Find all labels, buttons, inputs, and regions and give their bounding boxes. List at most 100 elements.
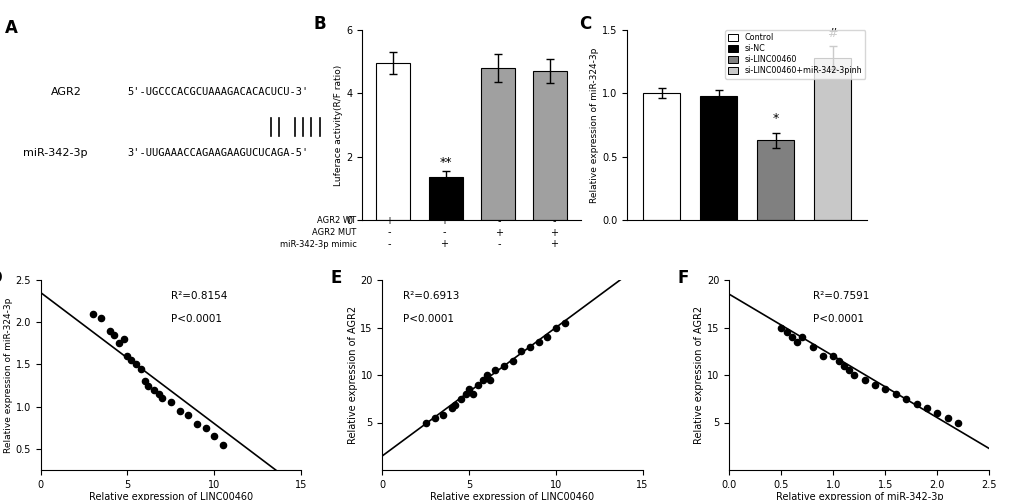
Text: P<0.0001: P<0.0001 bbox=[812, 314, 863, 324]
Text: AGR2 MUT: AGR2 MUT bbox=[312, 228, 357, 237]
Point bbox=[85, 310, 101, 318]
Point bbox=[119, 352, 136, 360]
Point bbox=[772, 324, 789, 332]
Legend: Control, si-NC, si-LINC00460, si-LINC00460+miR-342-3pinh: Control, si-NC, si-LINC00460, si-LINC004… bbox=[725, 30, 864, 78]
Point bbox=[788, 338, 804, 346]
Text: R²=0.6913: R²=0.6913 bbox=[403, 291, 460, 301]
Point bbox=[829, 357, 846, 365]
Point bbox=[487, 366, 503, 374]
Point bbox=[105, 331, 121, 339]
Text: R²=0.7591: R²=0.7591 bbox=[812, 291, 868, 301]
Point bbox=[464, 390, 480, 398]
Point bbox=[824, 352, 841, 360]
Y-axis label: Relative expression of miR-324-3p: Relative expression of miR-324-3p bbox=[4, 298, 13, 452]
Text: +: + bbox=[440, 216, 448, 226]
Text: P<0.0001: P<0.0001 bbox=[171, 314, 222, 324]
Text: AGR2 WT: AGR2 WT bbox=[317, 216, 357, 226]
Point bbox=[127, 360, 145, 368]
Point bbox=[443, 404, 460, 412]
Text: +: + bbox=[549, 239, 557, 249]
Point bbox=[918, 404, 934, 412]
Text: -: - bbox=[442, 228, 445, 237]
Point bbox=[504, 357, 521, 365]
Text: 5'-UGCCCACGCUAAAGACACACUCU-3': 5'-UGCCCACGCUAAAGACACACUCU-3' bbox=[127, 86, 309, 97]
Point bbox=[151, 390, 167, 398]
Point bbox=[102, 326, 118, 334]
Point bbox=[426, 414, 442, 422]
Point bbox=[133, 364, 150, 372]
Point bbox=[876, 385, 893, 393]
Point bbox=[111, 340, 126, 347]
Text: E: E bbox=[330, 268, 341, 286]
Point bbox=[418, 418, 434, 426]
Point bbox=[908, 400, 924, 407]
Point bbox=[163, 398, 179, 406]
Y-axis label: Relative expression of AGR2: Relative expression of AGR2 bbox=[694, 306, 704, 444]
X-axis label: Relative expression of miR-342-3p: Relative expression of miR-342-3p bbox=[774, 492, 943, 500]
Bar bbox=[699, 96, 737, 220]
Point bbox=[481, 376, 497, 384]
X-axis label: Relative expression of LINC00460: Relative expression of LINC00460 bbox=[89, 492, 253, 500]
Bar bbox=[428, 178, 463, 220]
Point bbox=[887, 390, 903, 398]
Point bbox=[116, 335, 132, 343]
Point bbox=[804, 342, 820, 350]
Y-axis label: Luferace activity(R/F ratio): Luferace activity(R/F ratio) bbox=[334, 64, 343, 186]
Text: R²=0.8154: R²=0.8154 bbox=[171, 291, 227, 301]
Point bbox=[556, 319, 573, 327]
Point bbox=[458, 390, 474, 398]
Text: C: C bbox=[579, 15, 591, 33]
Text: AGR2: AGR2 bbox=[51, 86, 82, 97]
Point bbox=[840, 366, 856, 374]
Bar bbox=[813, 58, 851, 220]
Point bbox=[513, 347, 529, 355]
Point bbox=[469, 380, 485, 388]
Point bbox=[198, 424, 214, 432]
Point bbox=[777, 328, 794, 336]
Point bbox=[814, 352, 830, 360]
Point bbox=[154, 394, 170, 402]
Text: +: + bbox=[494, 228, 502, 237]
Point bbox=[938, 414, 955, 422]
Text: -: - bbox=[497, 239, 500, 249]
Point bbox=[94, 314, 110, 322]
Text: *: * bbox=[771, 112, 779, 125]
Point bbox=[897, 395, 913, 403]
Bar bbox=[533, 71, 567, 220]
Text: miR-342-3p: miR-342-3p bbox=[23, 148, 88, 158]
Text: 3'-UUGAAACCAGAAGAAGUCUCAGA-5': 3'-UUGAAACCAGAAGAAGUCUCAGA-5' bbox=[127, 148, 309, 158]
Bar bbox=[376, 63, 410, 220]
Text: +: + bbox=[385, 216, 393, 226]
Point bbox=[146, 386, 162, 394]
Point bbox=[475, 376, 491, 384]
Point bbox=[452, 395, 469, 403]
Point bbox=[137, 378, 153, 386]
Y-axis label: Relative expression of miR-324-3p: Relative expression of miR-324-3p bbox=[590, 48, 599, 203]
Text: A: A bbox=[5, 19, 18, 37]
Text: miR-342-3p mimic: miR-342-3p mimic bbox=[279, 240, 357, 248]
Bar bbox=[756, 140, 794, 220]
Point bbox=[793, 333, 809, 341]
Point bbox=[171, 407, 187, 415]
Text: +: + bbox=[549, 228, 557, 237]
Point bbox=[530, 338, 546, 346]
Point bbox=[521, 342, 538, 350]
Text: -: - bbox=[387, 239, 391, 249]
Point bbox=[949, 418, 965, 426]
Point bbox=[928, 409, 945, 417]
Y-axis label: Relative expression of AGR2: Relative expression of AGR2 bbox=[347, 306, 358, 444]
Point bbox=[547, 324, 564, 332]
Bar bbox=[480, 68, 515, 220]
Point bbox=[478, 371, 494, 379]
Text: -: - bbox=[497, 216, 500, 226]
Point bbox=[866, 380, 882, 388]
Point bbox=[122, 356, 139, 364]
Point bbox=[446, 402, 463, 409]
Point bbox=[845, 371, 861, 379]
Bar bbox=[642, 94, 680, 220]
Text: D: D bbox=[0, 268, 2, 286]
Point bbox=[206, 432, 222, 440]
Point bbox=[214, 440, 230, 448]
Point bbox=[189, 420, 205, 428]
Text: -: - bbox=[387, 228, 391, 237]
